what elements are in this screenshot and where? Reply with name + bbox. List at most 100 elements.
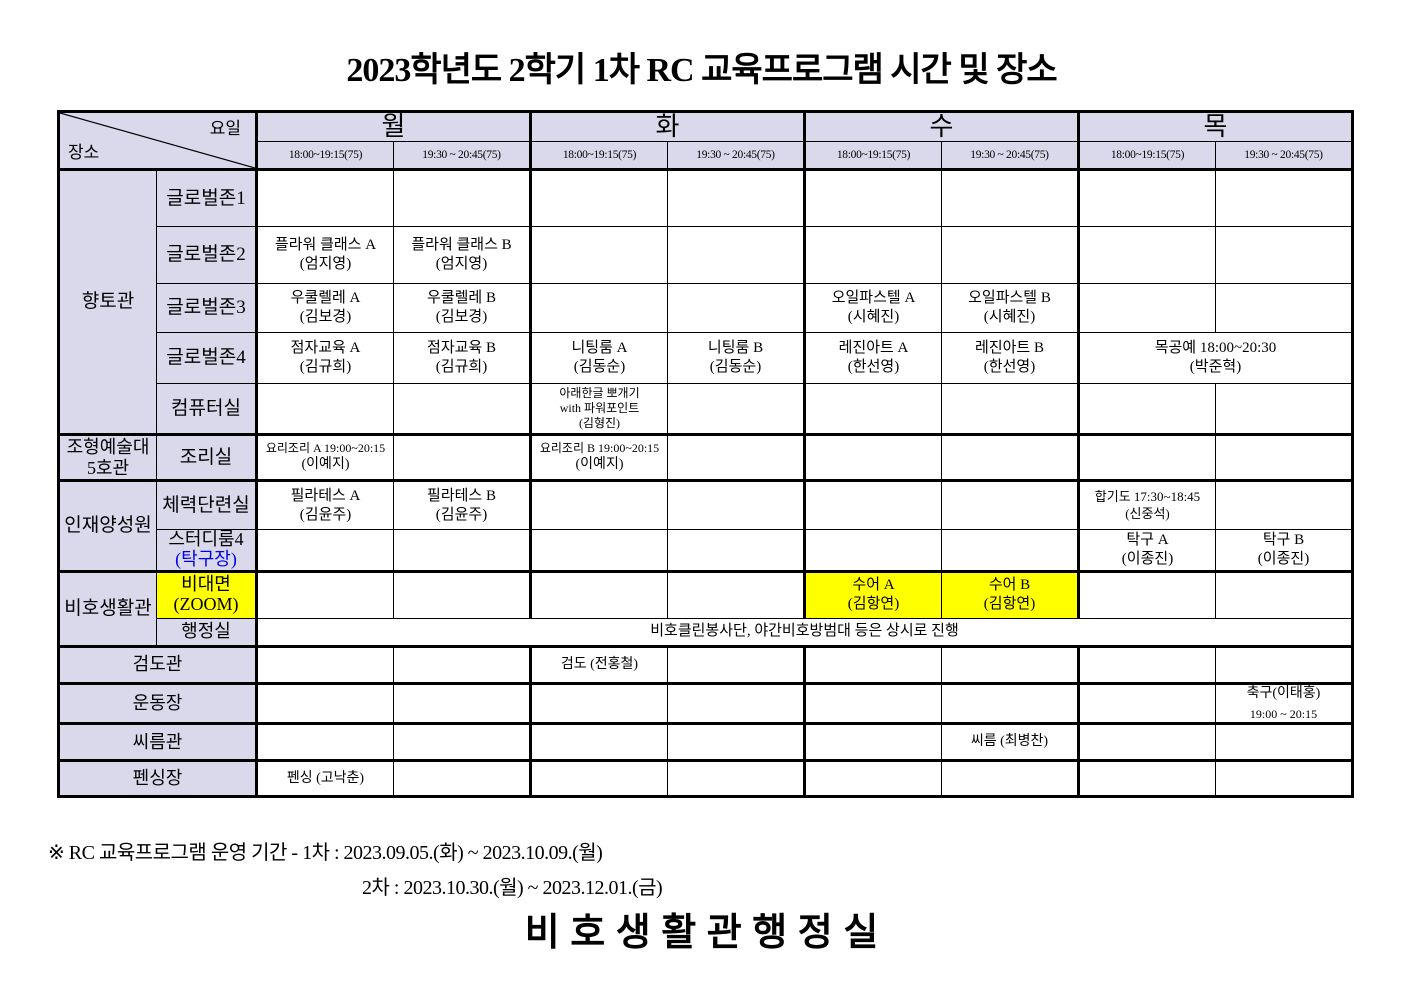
- empty-cell: [393, 760, 531, 798]
- empty-cell: [803, 723, 942, 763]
- empty-cell: [803, 529, 942, 573]
- cell-knitting-a: 니팅룸 A (김동순): [529, 332, 668, 384]
- program-teacher: (김윤주): [435, 506, 488, 523]
- program-name: 요리조리 B 19:00~20:15: [539, 441, 660, 456]
- empty-cell: [529, 168, 668, 227]
- empty-cell: [803, 760, 942, 798]
- row-kendo-hall: 검도관 검도 (전홍철): [58, 644, 1353, 685]
- program-name: 플라워 클래스 B: [411, 237, 512, 254]
- program-name: 플라워 클래스 A: [274, 237, 377, 254]
- program-name: 오일파스텔 B: [968, 290, 1051, 307]
- cell-hapkido: 합기도 17:30~18:45 (신중석): [1077, 480, 1216, 530]
- cell-ukulele-a: 우쿨렐레 A (김보경): [255, 283, 394, 333]
- cell-fencing: 펜싱 (고낙춘): [255, 760, 394, 798]
- empty-cell: [255, 723, 394, 763]
- row-globalzone1: 향토관 글로벌존1: [58, 168, 1353, 435]
- cell-oilpastel-b: 오일파스텔 B (시혜진): [941, 283, 1079, 333]
- program-teacher: (시혜진): [983, 309, 1036, 325]
- program-name: 니팅룸 B: [707, 340, 764, 357]
- page-title: 2023학년도 2학기 1차 RC 교육프로그램 시간 및 장소: [346, 52, 1057, 89]
- row-fencing-hall: 펜싱장 펜싱 (고낙춘): [58, 760, 1353, 798]
- row-ssireum-hall: 씨름관 씨름 (최병찬): [58, 723, 1353, 763]
- program-teacher: (김보경): [299, 309, 352, 325]
- empty-cell: [667, 383, 805, 436]
- empty-cell: [393, 723, 531, 763]
- empty-cell: [667, 682, 805, 726]
- program-teacher: (한선영): [983, 359, 1036, 375]
- day-header-row: 요일 장소 월 화 수 목: [58, 111, 1353, 170]
- empty-cell: [803, 480, 942, 530]
- empty-cell: [255, 168, 394, 227]
- cell-kendo: 검도 (전홍철): [529, 644, 668, 685]
- program-name: 요리조리 A 19:00~20:15: [265, 441, 386, 456]
- empty-cell: [803, 644, 942, 685]
- time-slot-header: 19:30 ~ 20:45(75): [393, 141, 531, 170]
- room-label-cooking: 조리실: [156, 433, 257, 482]
- cell-pilates-a: 필라테스 A (김윤주): [255, 480, 394, 530]
- row-sports-field: 운동장 축구(이태홍) 19:00 ~ 20:15: [58, 682, 1353, 726]
- cell-resin-a: 레진아트 A (한선영): [803, 332, 942, 384]
- empty-cell: [255, 383, 394, 436]
- empty-cell: [941, 383, 1079, 436]
- period-note-line1: ※ RC 교육프로그램 운영 기간 - 1차 : 2023.09.05.(화) …: [48, 842, 603, 864]
- program-teacher: (박준혁): [1189, 359, 1242, 375]
- empty-cell: [1215, 383, 1353, 436]
- empty-cell: [667, 226, 805, 284]
- empty-cell: [1077, 383, 1216, 436]
- empty-cell: [941, 529, 1079, 573]
- room-label-line1: 스터디룸4: [168, 529, 244, 549]
- program-name: 수어 B: [988, 577, 1031, 594]
- empty-cell: [529, 723, 668, 763]
- empty-cell: [803, 682, 942, 726]
- cell-soccer: 축구(이태홍) 19:00 ~ 20:15: [1215, 682, 1353, 726]
- group-label-hyangtogwan: 향토관: [58, 168, 157, 435]
- empty-cell: [255, 529, 394, 573]
- program-teacher: (김보경): [435, 309, 488, 325]
- program-name: 레진아트 A: [838, 340, 909, 357]
- cell-braille-a: 점자교육 A (김규희): [255, 332, 394, 384]
- cell-knitting-b: 니팅룸 B (김동순): [667, 332, 805, 384]
- group-label-line2: 5호관: [86, 457, 130, 478]
- time-slot-header: 18:00~19:15(75): [1077, 141, 1216, 170]
- empty-cell: [1215, 433, 1353, 482]
- empty-cell: [1077, 682, 1216, 726]
- program-teacher: (이예지): [575, 457, 624, 473]
- empty-cell: [1215, 723, 1353, 763]
- empty-cell: [393, 569, 531, 619]
- program-teacher: (엄지영): [435, 256, 488, 272]
- empty-cell: [529, 682, 668, 726]
- empty-cell: [941, 480, 1079, 530]
- program-teacher: (김규희): [435, 359, 488, 375]
- empty-cell: [803, 383, 942, 436]
- period-note-line2: 2차 : 2023.10.30.(월) ~ 2023.12.01.(금): [362, 877, 663, 899]
- program-teacher: (이종진): [1257, 550, 1310, 567]
- program-name: 목공예 18:00~20:30: [1154, 340, 1277, 357]
- empty-cell: [255, 644, 394, 685]
- empty-cell: [1077, 760, 1216, 798]
- cell-cooking-b: 요리조리 B 19:00~20:15 (이예지): [529, 433, 668, 482]
- program-time: 19:00 ~ 20:15: [1249, 707, 1318, 722]
- row-computer-room: 컴퓨터실 아래한글 뽀개기 with 파워포인트 (김형진): [59, 383, 1353, 436]
- cell-braille-b: 점자교육 B (김규희): [393, 332, 531, 384]
- row-admin-office: 행정실 비호클린봉사단, 야간비호방범대 등은 상시로 진행: [59, 617, 1353, 647]
- program-name: 점자교육 A: [290, 340, 361, 357]
- diagonal-line: [60, 113, 255, 168]
- cell-cooking-a: 요리조리 A 19:00~20:15 (이예지): [255, 433, 394, 482]
- program-teacher: (김항연): [983, 596, 1036, 613]
- room-label-line1: 비대면: [181, 574, 231, 595]
- cell-hangul-powerpoint: 아래한글 뽀개기 with 파워포인트 (김형진): [529, 383, 668, 436]
- room-label-fitness: 체력단련실: [156, 480, 257, 530]
- empty-cell: [529, 283, 668, 333]
- day-header-wed: 수: [803, 111, 1079, 142]
- empty-cell: [1077, 644, 1216, 685]
- day-header-tue: 화: [529, 111, 805, 142]
- empty-cell: [529, 760, 668, 798]
- time-slot-header: 18:00~19:15(75): [255, 141, 394, 170]
- empty-cell: [667, 283, 805, 333]
- program-name: 축구(이태홍): [1246, 685, 1321, 701]
- room-label-globalzone1: 글로벌존1: [156, 168, 257, 227]
- empty-cell: [1077, 283, 1216, 333]
- cell-ukulele-b: 우쿨렐레 B (김보경): [393, 283, 531, 333]
- program-name: 아래한글 뽀개기: [559, 386, 640, 400]
- empty-cell: [255, 569, 394, 619]
